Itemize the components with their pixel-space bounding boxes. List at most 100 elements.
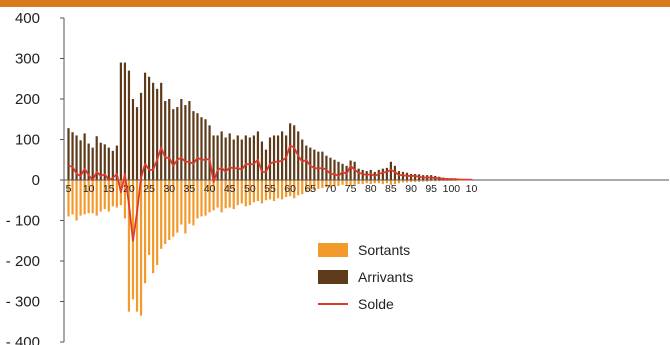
arrivants-bar-18 <box>120 63 122 180</box>
sortants-bar-8 <box>79 180 81 216</box>
legend-label-sortants: Sortants <box>358 242 410 258</box>
arrivants-bar-55 <box>269 137 271 180</box>
arrivants-bar-70 <box>329 158 331 180</box>
x-tick-label: 20 <box>123 183 135 195</box>
arrivants-bar-11 <box>92 148 94 180</box>
x-tick-label: 100 <box>443 183 461 195</box>
x-tick-label: 95 <box>425 183 437 195</box>
sortants-bar-53 <box>261 180 263 203</box>
y-tick-label: - 300 <box>6 294 40 311</box>
arrivants-bar-44 <box>225 137 227 180</box>
arrivants-bar-72 <box>337 162 339 180</box>
x-tick-label: 10 <box>466 183 478 195</box>
legend-swatch-sortants <box>318 243 348 257</box>
arrivants-bar-52 <box>257 131 259 180</box>
x-tick-label: 15 <box>103 183 115 195</box>
arrivants-bar-54 <box>265 150 267 180</box>
arrivants-bar-38 <box>200 117 202 180</box>
y-tick-label: 400 <box>15 10 40 27</box>
arrivants-bar-34 <box>184 105 186 180</box>
sortants-bar-32 <box>176 180 178 233</box>
sortants-bar-33 <box>180 180 182 225</box>
x-tick-label: 60 <box>284 183 296 195</box>
arrivants-bar-49 <box>245 135 247 180</box>
arrivants-bar-5 <box>67 128 69 180</box>
arrivants-bar-90 <box>410 174 412 180</box>
arrivants-bar-84 <box>386 168 388 180</box>
sortants-bar-24 <box>144 180 146 283</box>
arrivants-bar-29 <box>164 101 166 180</box>
x-tick-label: 40 <box>204 183 216 195</box>
chart-axes <box>60 18 669 342</box>
arrivants-bar-61 <box>293 125 295 180</box>
arrivants-bar-57 <box>277 135 279 180</box>
arrivants-bar-40 <box>208 125 210 180</box>
y-tick-label: - 100 <box>6 213 40 230</box>
arrivants-bar-31 <box>172 109 174 180</box>
arrivants-bar-48 <box>241 140 243 181</box>
arrivants-bar-33 <box>180 99 182 180</box>
sortants-bar-78 <box>362 180 364 184</box>
arrivants-bar-22 <box>136 107 138 180</box>
legend-label-solde: Solde <box>358 296 394 312</box>
sortants-bar-6 <box>71 180 73 214</box>
arrivants-bar-47 <box>237 135 239 180</box>
sortants-bar-73 <box>341 180 343 185</box>
arrivants-bar-23 <box>140 93 142 180</box>
arrivants-bar-39 <box>204 119 206 180</box>
arrivants-bar-9 <box>84 133 86 180</box>
arrivants-bar-43 <box>221 131 223 180</box>
x-tick-label: 30 <box>163 183 175 195</box>
sortants-bar-83 <box>382 180 384 184</box>
sortants-bar-7 <box>75 180 77 221</box>
sortants-bar-13 <box>100 180 102 212</box>
arrivants-bar-37 <box>196 113 198 180</box>
sortants-bar-57 <box>277 180 279 198</box>
arrivants-bar-53 <box>261 142 263 180</box>
sortants-bar-23 <box>140 180 142 316</box>
x-tick-label: 45 <box>224 183 236 195</box>
legend-label-arrivants: Arrivants <box>358 269 413 285</box>
y-tick-label: 200 <box>15 91 40 108</box>
arrivants-bar-16 <box>112 151 114 180</box>
arrivants-bar-15 <box>108 148 110 180</box>
sortants-bar-68 <box>321 180 323 188</box>
sortants-bar-63 <box>301 180 303 194</box>
sortants-bar-38 <box>200 180 202 216</box>
sortants-bar-12 <box>96 180 98 216</box>
x-tick-label: 5 <box>66 183 72 195</box>
arrivants-bar-28 <box>160 83 162 180</box>
arrivants-bar-26 <box>152 83 154 180</box>
chart-legend: Sortants Arrivants Solde <box>318 242 413 312</box>
x-tick-label: 70 <box>325 183 337 195</box>
arrivants-bar-71 <box>333 160 335 180</box>
arrivants-bar-35 <box>188 101 190 180</box>
arrivants-bar-77 <box>358 169 360 180</box>
legend-swatch-arrivants <box>318 270 348 284</box>
sortants-bar-62 <box>297 180 299 195</box>
sortants-bar-72 <box>337 180 339 186</box>
arrivants-bar-51 <box>253 135 255 180</box>
arrivants-bar-20 <box>128 71 130 180</box>
x-tick-label: 10 <box>83 183 95 195</box>
arrivants-bar-83 <box>382 169 384 180</box>
sortants-bar-47 <box>237 180 239 205</box>
x-tick-label: 90 <box>405 183 417 195</box>
x-tick-label: 65 <box>304 183 316 195</box>
x-tick-label: 80 <box>365 183 377 195</box>
sortants-bar-17 <box>116 180 118 208</box>
y-axis-tick-labels: 4003002001000- 100- 200- 300- 400 <box>6 10 40 345</box>
sortants-bar-67 <box>317 180 319 189</box>
x-tick-label: 50 <box>244 183 256 195</box>
sortants-bar-37 <box>196 180 198 218</box>
y-tick-label: 300 <box>15 51 40 68</box>
arrivants-bar-50 <box>249 137 251 180</box>
arrivants-bar-30 <box>168 99 170 180</box>
sortants-bar-43 <box>221 180 223 212</box>
y-tick-label: - 200 <box>6 253 40 270</box>
arrivants-bar-69 <box>325 156 327 180</box>
y-tick-label: 100 <box>15 132 40 149</box>
arrivants-bars <box>67 63 472 180</box>
arrivants-bar-56 <box>273 135 275 180</box>
